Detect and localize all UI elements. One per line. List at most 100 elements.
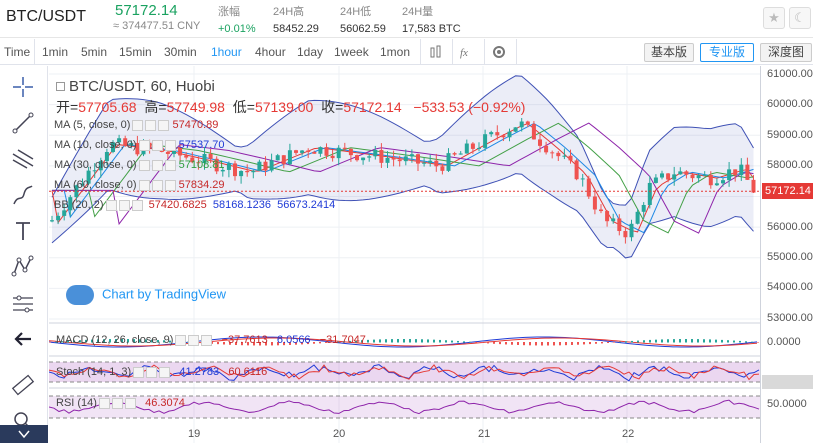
interval-1week[interactable]: 1week: [334, 45, 369, 59]
macd-histogram-bar: [199, 342, 201, 344]
macd-histogram-bar: [277, 342, 279, 346]
macd-histogram-bar: [169, 340, 171, 343]
trendline-icon[interactable]: [10, 110, 36, 136]
candle-body: [184, 155, 189, 158]
candle-body: [519, 121, 524, 128]
indicator-fx-icon[interactable]: fx: [458, 43, 476, 61]
settings-gear-icon[interactable]: [490, 43, 508, 61]
candle-body: [556, 152, 561, 157]
interval-1mon[interactable]: 1mon: [380, 45, 411, 59]
macd-histogram-bar: [439, 339, 441, 343]
macd-histogram-bar: [115, 339, 117, 343]
macd-histogram-bar: [733, 340, 735, 343]
candle-body: [202, 153, 207, 164]
ohlc-row: 开=57705.68 高=57749.98 低=57139.00 收=57172…: [56, 99, 526, 115]
candle-body: [629, 223, 634, 238]
macd-histogram-bar: [319, 342, 321, 344]
brush-icon[interactable]: [10, 182, 36, 208]
candle-body: [294, 150, 298, 153]
macd-histogram-bar: [673, 339, 675, 343]
interval-time[interactable]: Time: [4, 45, 31, 59]
candle-body: [269, 160, 274, 171]
tradingview-attribution[interactable]: Chart by TradingView: [66, 285, 226, 305]
candle-body: [464, 143, 469, 154]
star-icon[interactable]: ★: [763, 7, 785, 29]
price-chart[interactable]: [49, 66, 760, 443]
candle-body: [623, 231, 628, 238]
candle-body: [111, 142, 115, 152]
macd-histogram-bar: [85, 339, 87, 343]
candle-body: [708, 174, 713, 186]
macd-histogram-bar: [145, 339, 147, 343]
macd-histogram-bar: [649, 339, 651, 343]
fib-icon[interactable]: [10, 146, 36, 172]
svg-text:fx: fx: [460, 47, 468, 59]
candle-body: [373, 149, 378, 157]
y-label: 59000.00: [767, 129, 813, 141]
candle-body: [257, 161, 262, 171]
chart-type-icon[interactable]: [427, 43, 445, 61]
pattern-icon[interactable]: [10, 254, 36, 280]
view-pro-button[interactable]: 专业版: [700, 43, 754, 62]
ruler-icon[interactable]: [10, 372, 36, 398]
x-label-22: 22: [622, 428, 635, 440]
candle-body: [611, 218, 616, 222]
interval-5min[interactable]: 5min: [81, 45, 108, 59]
macd-histogram-bar: [559, 342, 561, 346]
forecast-icon[interactable]: [10, 290, 36, 316]
collapse-legend-icon[interactable]: [56, 82, 65, 91]
interval-15min[interactable]: 15min: [119, 45, 152, 59]
candle-body: [318, 147, 323, 154]
candle-body: [586, 178, 591, 197]
candle-body: [422, 162, 427, 164]
interval-1min[interactable]: 1min: [42, 45, 69, 59]
interval-30min[interactable]: 30min: [164, 45, 197, 59]
macd-histogram-bar: [217, 342, 219, 345]
collapse-toolbar-button[interactable]: [0, 425, 48, 443]
moon-icon[interactable]: ☾: [789, 7, 811, 29]
candle-body: [647, 182, 652, 205]
candle-body: [355, 155, 359, 161]
candle-body: [74, 185, 79, 198]
candle-body: [501, 135, 506, 138]
chart-area[interactable]: [49, 66, 760, 443]
macd-histogram-bar: [565, 342, 567, 346]
chart-title-row: BTC/USDT, 60, Huobi: [56, 78, 215, 95]
macd-histogram-bar: [379, 339, 381, 343]
macd-histogram-bar: [391, 339, 393, 343]
macd-histogram-bar: [301, 342, 303, 345]
view-depth-button[interactable]: 深度图: [760, 43, 812, 62]
interval-4hour[interactable]: 4hour: [255, 45, 286, 59]
macd-histogram-bar: [223, 342, 225, 345]
y-label: 53000.00: [767, 312, 813, 324]
candle-body: [531, 124, 536, 140]
candle-body: [147, 142, 152, 148]
candle-body: [660, 173, 664, 178]
crosshair-icon[interactable]: [10, 74, 36, 100]
view-basic-button[interactable]: 基本版: [644, 43, 694, 62]
macd-histogram-bar: [157, 339, 159, 343]
volume-stat: 24H量 17,583 BTC: [402, 6, 461, 35]
candle-body: [477, 147, 481, 149]
candle-body: [165, 151, 170, 154]
candle-body: [214, 158, 219, 172]
candle-body: [226, 163, 231, 170]
interval-1day[interactable]: 1day: [297, 45, 324, 59]
candle-body: [495, 132, 500, 136]
macd-line: [49, 336, 758, 348]
bb-legend: BB (20, 2) 57420.6825 58168.1236 56673.2…: [54, 199, 336, 211]
candle-body: [342, 147, 347, 149]
interval-1hour[interactable]: 1hour: [211, 45, 242, 59]
price-axis[interactable]: 61000.00 60000.00 59000.00 58000.00 5600…: [760, 66, 813, 443]
macd-histogram-bar: [55, 341, 57, 343]
candle-body: [135, 142, 140, 155]
macd-histogram-bar: [163, 340, 165, 343]
macd-histogram-bar: [139, 339, 141, 343]
macd-histogram-bar: [739, 340, 741, 343]
candle-body: [196, 162, 201, 164]
text-tool-icon[interactable]: [10, 218, 36, 244]
macd-histogram-bar: [259, 342, 261, 346]
high-stat: 24H高 58452.29: [273, 6, 319, 35]
back-arrow-icon[interactable]: [10, 326, 36, 352]
candle-body: [397, 159, 402, 162]
